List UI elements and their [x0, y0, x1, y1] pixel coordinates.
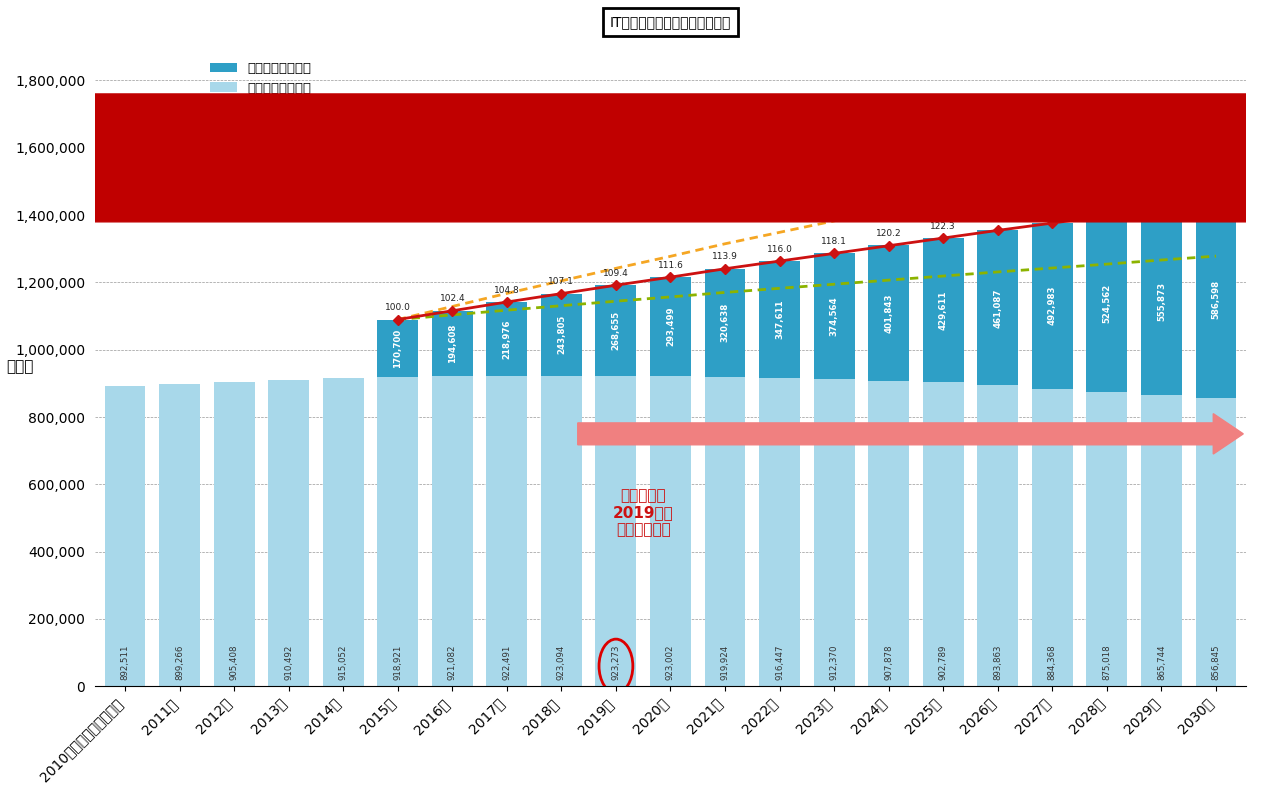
Text: 243,805: 243,805 [557, 315, 566, 354]
Text: 293,499: 293,499 [666, 307, 675, 346]
Bar [1031, 388, 1073, 686]
Bar [269, 380, 309, 686]
Title: IT人材の不足規模に関する予測: IT人材の不足規模に関する予測 [610, 15, 731, 29]
Text: 918,921: 918,921 [393, 645, 402, 680]
Bar [377, 320, 419, 377]
Bar [487, 302, 527, 376]
Text: 922,491: 922,491 [502, 645, 511, 680]
Bar [923, 238, 963, 383]
Bar [977, 385, 1018, 686]
Text: 923,273: 923,273 [612, 645, 620, 680]
Text: 923,002: 923,002 [666, 645, 675, 680]
Text: 921,082: 921,082 [448, 645, 456, 680]
FancyArrow shape [0, 94, 1261, 222]
Text: 120.2: 120.2 [876, 229, 902, 238]
Text: 128.4: 128.4 [1095, 200, 1120, 209]
Text: 555,873: 555,873 [1156, 282, 1166, 321]
Text: 865,744: 865,744 [1156, 645, 1166, 680]
Bar [1141, 395, 1182, 686]
Bar [431, 311, 473, 376]
Bar [869, 380, 909, 686]
Text: 109.4: 109.4 [603, 268, 629, 278]
Text: 401,843: 401,843 [884, 293, 893, 333]
Text: 899,266: 899,266 [175, 645, 184, 680]
Text: 102.4: 102.4 [440, 294, 465, 304]
Text: 122.3: 122.3 [931, 221, 956, 231]
Text: 429,611: 429,611 [938, 290, 948, 330]
Text: 374,564: 374,564 [830, 296, 839, 336]
Text: 916,447: 916,447 [776, 645, 784, 680]
Text: 884,368: 884,368 [1048, 645, 1057, 680]
Bar [541, 293, 581, 376]
Bar [813, 253, 855, 380]
Text: 919,924: 919,924 [720, 645, 730, 680]
Bar [1087, 215, 1127, 392]
Text: 194,608: 194,608 [448, 324, 456, 364]
Text: 116.0: 116.0 [767, 244, 792, 253]
Bar [649, 376, 691, 686]
Text: 124.4: 124.4 [985, 214, 1010, 223]
Text: 347,611: 347,611 [776, 300, 784, 339]
Legend: 人材不足数（人）, 供給人材数（人）, 高位シナリオ, 中位シナリオ, 低位シナリオ: 人材不足数（人）, 供給人材数（人）, 高位シナリオ, 中位シナリオ, 低位シナ… [206, 57, 317, 158]
Bar [977, 230, 1018, 385]
Bar [1141, 208, 1182, 395]
Bar [1195, 398, 1237, 686]
Bar [759, 260, 799, 378]
Bar [159, 384, 200, 686]
Bar [1195, 201, 1237, 398]
Bar [487, 376, 527, 686]
Bar [377, 377, 419, 686]
Text: 902,789: 902,789 [938, 645, 948, 680]
Bar [431, 376, 473, 686]
Text: 875,018: 875,018 [1102, 645, 1111, 680]
Text: 915,052: 915,052 [339, 645, 348, 680]
Bar [213, 382, 255, 686]
Text: 856,845: 856,845 [1212, 645, 1221, 680]
Bar [105, 386, 145, 686]
Text: 923,094: 923,094 [557, 645, 566, 680]
Text: 107.1: 107.1 [549, 277, 574, 286]
Bar [705, 268, 745, 376]
Bar [869, 245, 909, 380]
Text: 113.9: 113.9 [712, 252, 738, 261]
Text: 586,598: 586,598 [1212, 280, 1221, 319]
Text: 人材供給は
2019年を
ピークに減少: 人材供給は 2019年を ピークに減少 [613, 487, 673, 538]
Text: 100.0: 100.0 [385, 303, 411, 312]
Text: 111.6: 111.6 [657, 260, 683, 270]
Bar [595, 285, 637, 376]
Text: 893,863: 893,863 [994, 645, 1002, 680]
Text: 907,878: 907,878 [884, 645, 893, 680]
Text: 320,638: 320,638 [720, 303, 730, 342]
Text: 910,492: 910,492 [284, 645, 293, 680]
Bar [759, 378, 799, 686]
Text: 524,562: 524,562 [1102, 284, 1111, 323]
Text: 268,655: 268,655 [612, 311, 620, 350]
Bar [813, 380, 855, 686]
Text: 218,976: 218,976 [502, 319, 511, 359]
Text: 130.5: 130.5 [1149, 192, 1174, 201]
Bar [649, 276, 691, 376]
Text: 892,511: 892,511 [121, 645, 130, 680]
Text: 461,087: 461,087 [994, 288, 1002, 328]
Text: 170,700: 170,700 [393, 328, 402, 368]
Text: 492,983: 492,983 [1048, 286, 1057, 325]
Bar [323, 378, 363, 686]
Text: 126.4: 126.4 [1039, 207, 1066, 216]
Bar [923, 383, 963, 686]
Bar [1087, 392, 1127, 686]
Bar [705, 376, 745, 686]
Y-axis label: 人　数: 人 数 [6, 359, 34, 374]
FancyArrow shape [578, 414, 1243, 454]
Text: 118.1: 118.1 [821, 237, 847, 246]
Text: 912,370: 912,370 [830, 645, 839, 680]
Text: 104.8: 104.8 [494, 285, 520, 295]
Bar [1031, 223, 1073, 388]
Text: 905,408: 905,408 [230, 645, 238, 680]
Bar [595, 376, 637, 686]
Text: 132.5: 132.5 [1203, 185, 1229, 193]
Bar [541, 376, 581, 686]
